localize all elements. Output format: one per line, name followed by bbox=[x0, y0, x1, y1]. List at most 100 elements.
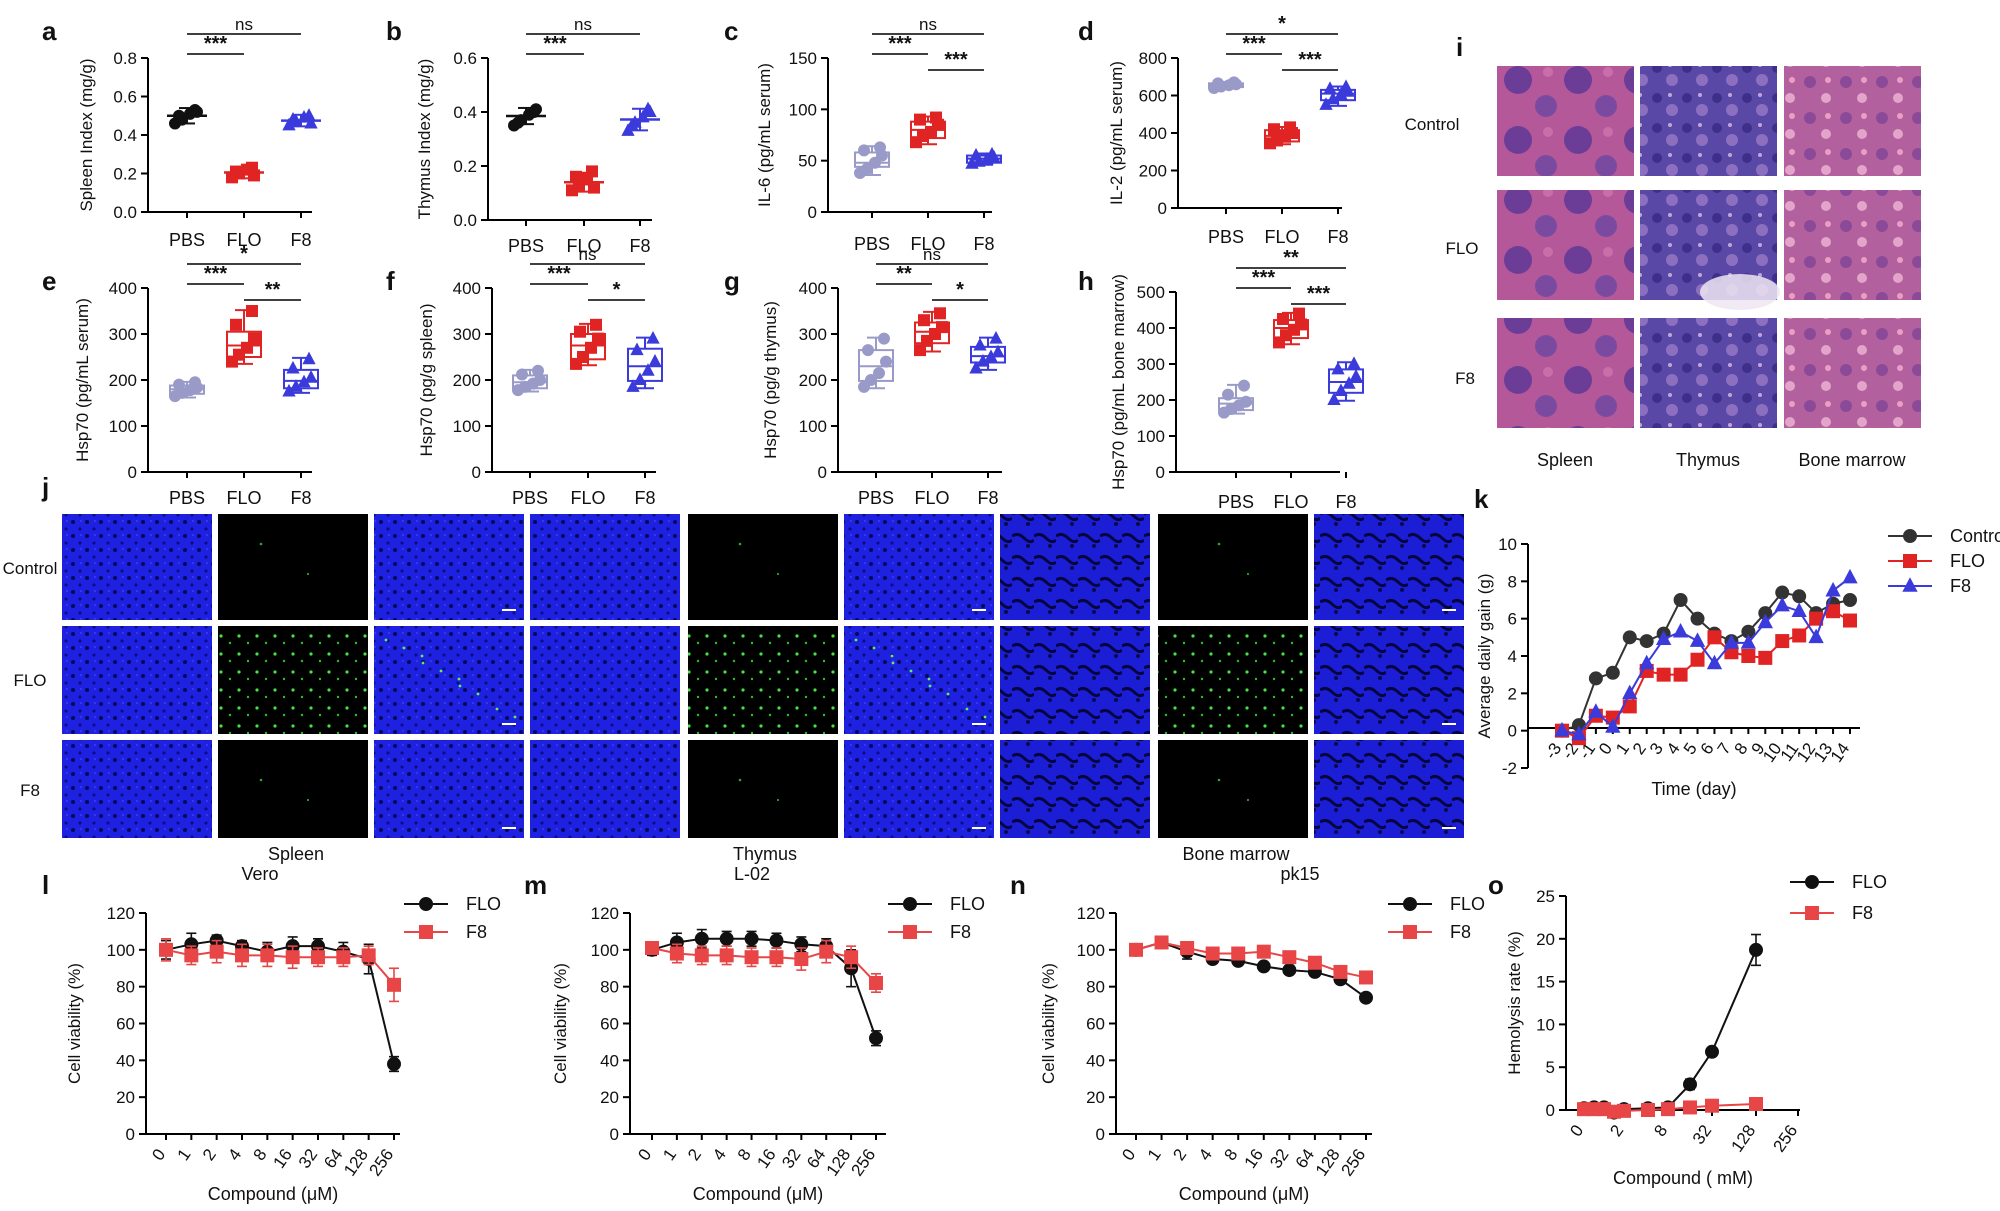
data-point bbox=[880, 355, 892, 368]
data-point bbox=[969, 147, 983, 161]
data-point bbox=[260, 948, 275, 963]
data-point bbox=[819, 944, 834, 959]
series-line-f8 bbox=[651, 947, 877, 984]
data-point bbox=[528, 106, 540, 118]
data-point bbox=[1672, 622, 1689, 638]
significance-label: *** bbox=[944, 49, 968, 71]
data-point bbox=[532, 364, 544, 377]
y-tick-label: 5 bbox=[1546, 1058, 1555, 1077]
x-tick-label: 128 bbox=[340, 1145, 372, 1179]
data-point bbox=[626, 379, 640, 392]
y-tick-label: 80 bbox=[600, 978, 619, 997]
y-axis-title: Average daily gain (g) bbox=[1475, 573, 1494, 738]
x-tick-label: 2 bbox=[1169, 1145, 1190, 1164]
data-point bbox=[286, 360, 300, 374]
legend-label: F8 bbox=[950, 922, 971, 942]
y-tick-label: 8 bbox=[1508, 572, 1517, 591]
x-tick-label: 1 bbox=[659, 1145, 680, 1164]
x-axis-title: Compound ( mM) bbox=[1613, 1168, 1753, 1188]
y-tick-label: 200 bbox=[1137, 391, 1165, 410]
panel-label-g: g bbox=[724, 266, 740, 296]
y-axis-title: Cell viability (%) bbox=[65, 963, 84, 1084]
x-tick-label: 32 bbox=[1689, 1121, 1715, 1147]
data-point bbox=[1238, 379, 1250, 392]
category-label: F8 bbox=[634, 488, 655, 508]
data-point bbox=[1349, 368, 1363, 382]
y-tick-label: 0.4 bbox=[113, 126, 137, 145]
data-point bbox=[1231, 946, 1246, 961]
data-point bbox=[1705, 1098, 1719, 1113]
significance-label: ** bbox=[1283, 247, 1299, 269]
category-label: F8 bbox=[290, 230, 311, 250]
data-point bbox=[921, 334, 933, 347]
data-point bbox=[588, 181, 600, 194]
y-tick-label: 100 bbox=[1137, 427, 1165, 446]
fluo-row-label-control: Control bbox=[3, 559, 58, 578]
merge-signal-dot bbox=[909, 669, 913, 673]
panel-label-j: j bbox=[41, 472, 49, 502]
data-point bbox=[936, 321, 948, 334]
x-tick-label: 16 bbox=[1241, 1145, 1267, 1171]
box-body bbox=[1320, 88, 1356, 102]
data-point bbox=[1690, 611, 1705, 626]
merge-signal-dot bbox=[439, 669, 443, 673]
legend-marker bbox=[1805, 875, 1819, 889]
legend-label: FLO bbox=[1450, 894, 1485, 914]
merge-signal-dot bbox=[872, 646, 876, 650]
data-point bbox=[1180, 940, 1195, 955]
y-tick-label: 400 bbox=[109, 279, 137, 298]
histology-col-label-bone-marrow: Bone marrow bbox=[1798, 450, 1906, 470]
merge-signal-dot bbox=[476, 692, 480, 696]
y-tick-label: 40 bbox=[116, 1051, 135, 1070]
x-tick-label: 0 bbox=[148, 1145, 169, 1164]
y-axis-title: IL-6 (pg/mL serum) bbox=[755, 63, 774, 207]
series-line-f8 bbox=[165, 948, 395, 986]
data-point bbox=[1129, 942, 1143, 957]
category-label: FLO bbox=[570, 488, 605, 508]
x-tick-label: 4 bbox=[709, 1145, 730, 1164]
panel-label-e: e bbox=[42, 266, 56, 296]
y-tick-label: 0 bbox=[128, 463, 137, 482]
data-point bbox=[625, 117, 639, 131]
data-point bbox=[969, 360, 983, 374]
data-point bbox=[973, 337, 987, 351]
x-tick-label: 8 bbox=[734, 1145, 755, 1164]
data-point bbox=[1741, 649, 1756, 663]
data-point bbox=[1639, 654, 1655, 670]
x-axis-title: Compound (μM) bbox=[693, 1184, 823, 1204]
y-tick-label: 0 bbox=[610, 1125, 619, 1144]
data-point bbox=[304, 370, 318, 383]
data-point bbox=[669, 946, 684, 961]
fluorescence-tile bbox=[530, 740, 680, 838]
data-point bbox=[794, 952, 809, 967]
he-image-control-bone-marrow bbox=[1784, 66, 1921, 176]
significance-label: ns bbox=[919, 15, 937, 34]
legend-label: FLO bbox=[1852, 872, 1887, 892]
data-point bbox=[1826, 604, 1841, 619]
histology-row-label-flo: FLO bbox=[1445, 239, 1478, 258]
data-point bbox=[930, 111, 942, 124]
category-label: PBS bbox=[169, 230, 205, 250]
data-point bbox=[1775, 634, 1790, 649]
data-point bbox=[858, 380, 870, 393]
box-body bbox=[970, 345, 1006, 364]
chart-thymus-index: 0.0 0.2 0.4 0.6 PBS FLO F8 Thymus Index (mg/g) n… bbox=[415, 15, 660, 256]
data-point bbox=[1757, 613, 1773, 629]
y-axis-title: Hsp70 (pg/g thymus) bbox=[761, 301, 780, 459]
data-point bbox=[1641, 1103, 1655, 1117]
category-label: FLO bbox=[910, 234, 945, 254]
legend-marker bbox=[903, 925, 917, 939]
y-tick-label: 100 bbox=[109, 417, 137, 436]
data-point bbox=[1256, 959, 1271, 974]
panel-label-k: k bbox=[1474, 484, 1489, 514]
y-tick-label: 0.6 bbox=[113, 88, 137, 107]
merge-signal-dot bbox=[420, 654, 424, 658]
data-point bbox=[1331, 361, 1345, 375]
fluorescence-tile bbox=[688, 514, 838, 620]
data-point bbox=[1295, 318, 1307, 331]
significance-label: *** bbox=[888, 33, 912, 55]
data-point bbox=[858, 144, 870, 157]
significance-label: *** bbox=[547, 263, 571, 285]
fluorescence-tile bbox=[1000, 740, 1150, 838]
y-tick-label: 200 bbox=[1139, 162, 1167, 181]
